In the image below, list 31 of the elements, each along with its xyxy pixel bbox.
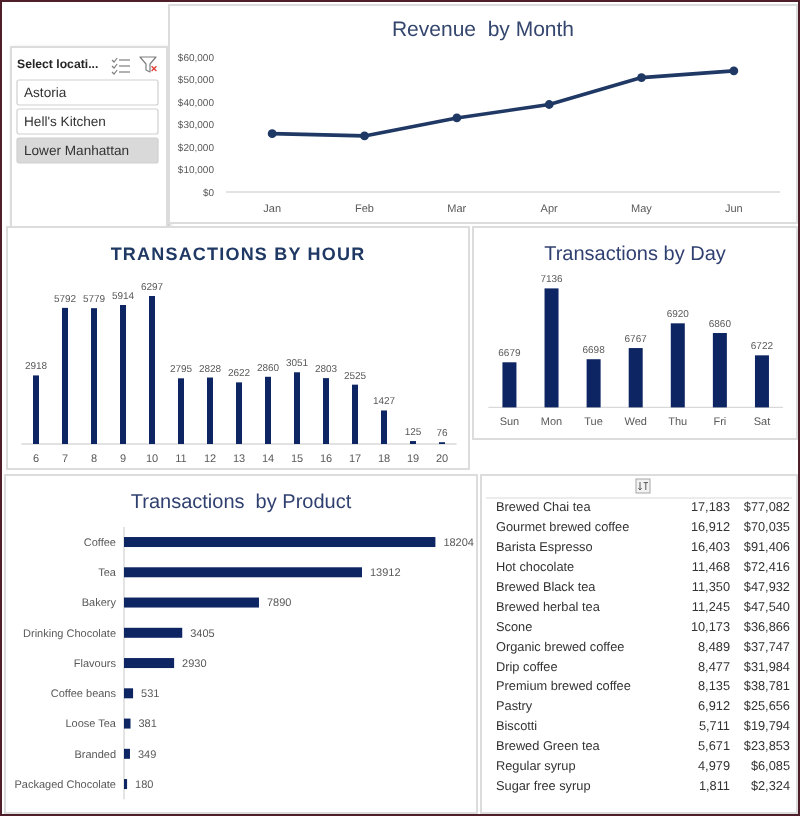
bar bbox=[124, 537, 436, 548]
point bbox=[729, 66, 739, 76]
bar bbox=[207, 377, 213, 444]
bar bbox=[124, 748, 130, 759]
point bbox=[267, 129, 277, 139]
bar bbox=[149, 296, 155, 444]
point bbox=[452, 113, 462, 123]
bar bbox=[124, 627, 183, 638]
bar bbox=[33, 375, 39, 444]
point bbox=[360, 131, 369, 141]
chart-title: TRANSACTIONS BY HOUR bbox=[110, 244, 366, 264]
bar bbox=[124, 567, 362, 578]
bar bbox=[62, 307, 68, 444]
bar bbox=[381, 410, 387, 444]
bar bbox=[91, 308, 97, 444]
bar bbox=[178, 378, 184, 444]
chart-title: Revenue by Month bbox=[391, 18, 575, 42]
bar bbox=[236, 382, 242, 444]
bar bbox=[124, 718, 131, 729]
bar bbox=[323, 378, 329, 444]
bar bbox=[265, 376, 271, 444]
bar bbox=[124, 658, 175, 669]
chart-title: Transactions by Product bbox=[130, 492, 352, 514]
bar bbox=[352, 384, 358, 444]
chart-title: Transactions by Day bbox=[544, 244, 726, 266]
point bbox=[637, 73, 646, 82]
bar bbox=[124, 597, 259, 608]
point bbox=[544, 100, 554, 109]
bar bbox=[124, 688, 134, 699]
bar bbox=[120, 305, 126, 444]
bar bbox=[294, 372, 300, 444]
